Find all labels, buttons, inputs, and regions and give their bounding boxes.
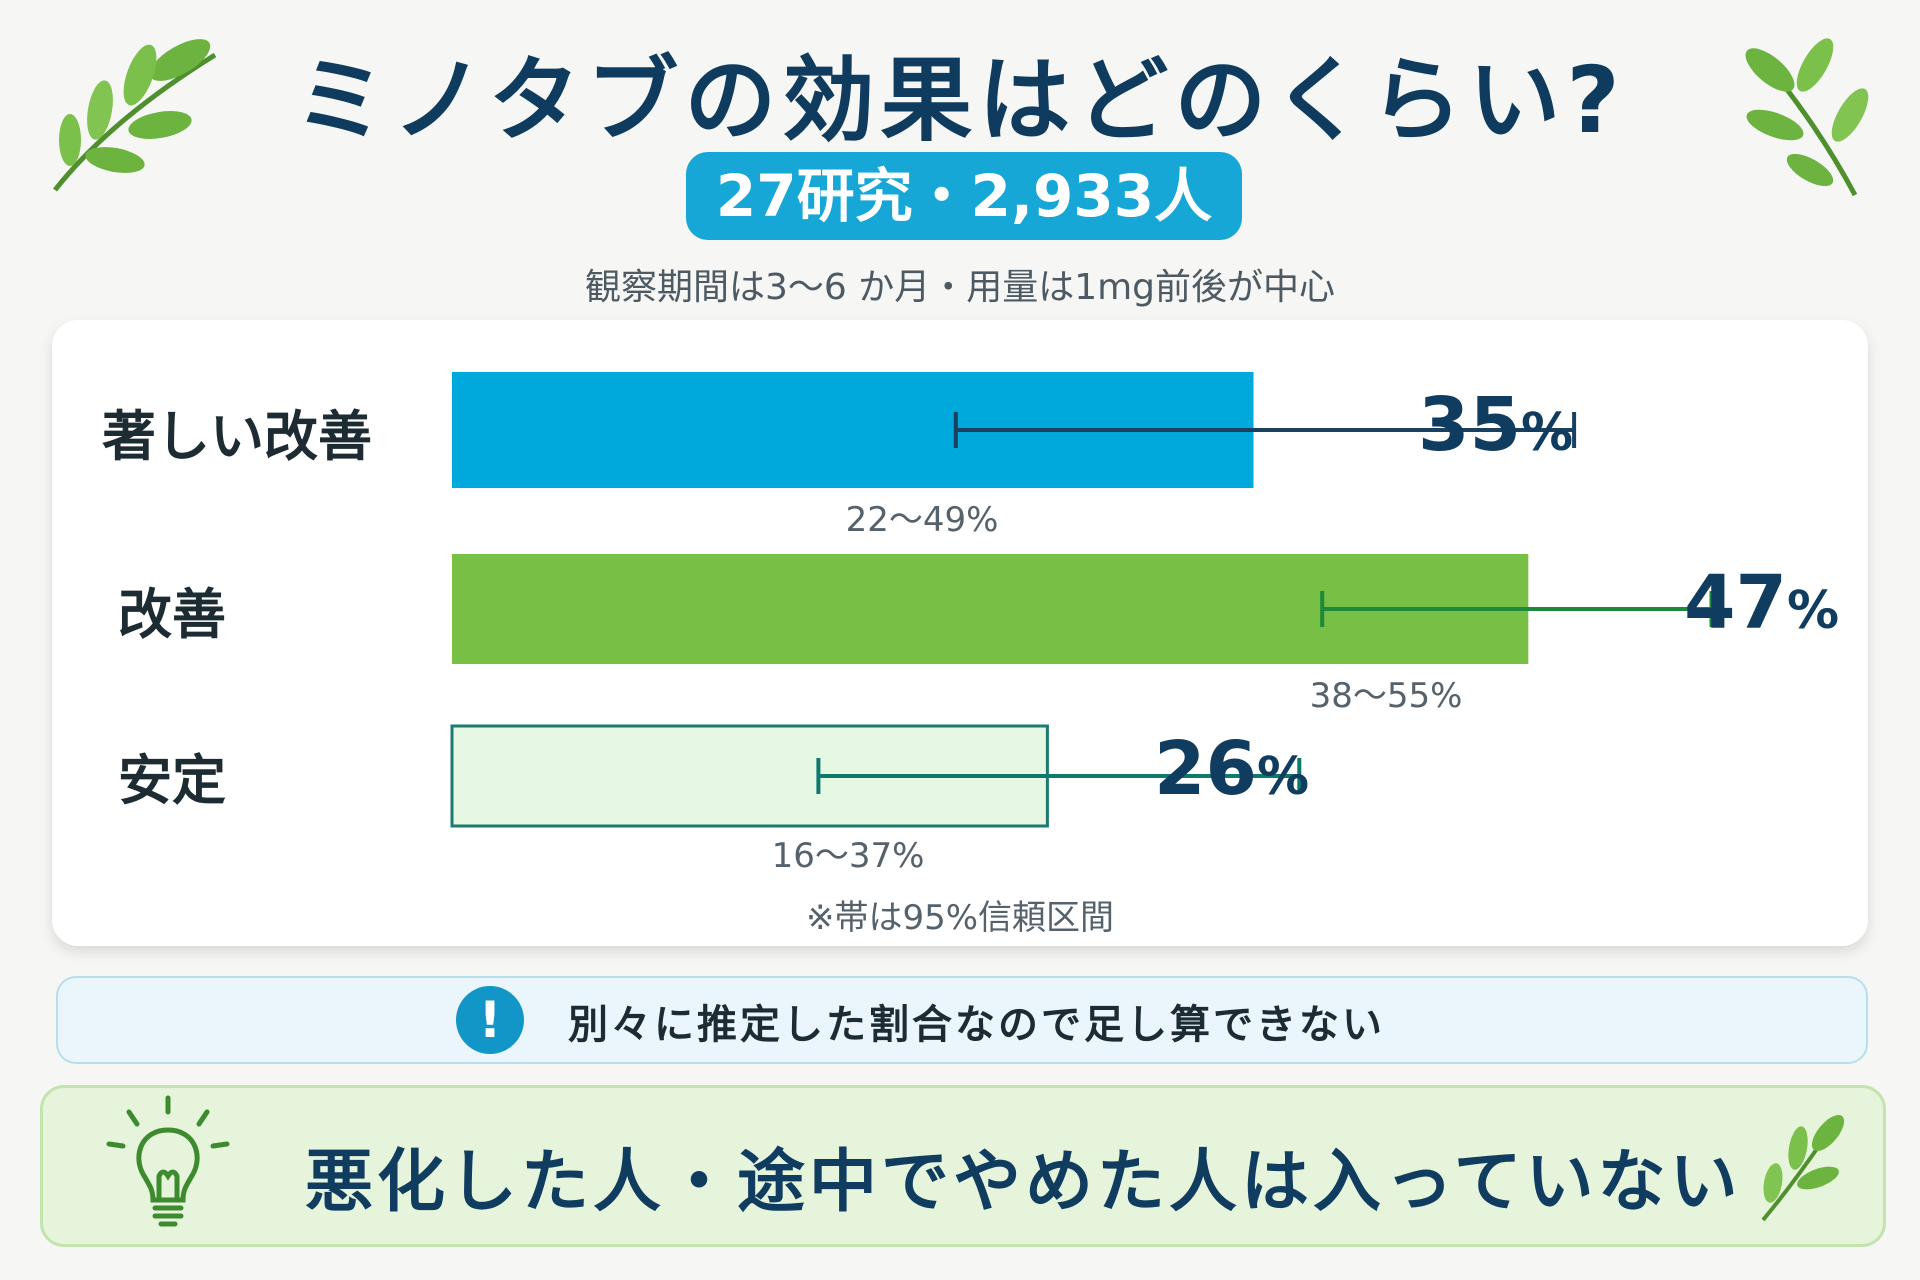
tip-text: 悪化した人・途中でやめた人は入っていない xyxy=(305,1143,1742,1222)
value-label-significant-improvement: 35% xyxy=(1418,382,1573,468)
bar-chart xyxy=(450,372,1714,828)
value-number: 26 xyxy=(1154,726,1257,812)
percent-sign: % xyxy=(1256,747,1310,807)
value-number: 47 xyxy=(1684,560,1787,646)
ci-label-significant-improvement: 22〜49% xyxy=(845,500,999,540)
exclamation-icon: ! xyxy=(456,986,524,1054)
page-subtitle: 観察期間は3〜6 か月・用量は1mg前後が中心 xyxy=(584,267,1336,308)
warning-box: ! 別々に推定した割合なので足し算できない xyxy=(56,976,1868,1064)
ci-label-improvement: 38〜55% xyxy=(1309,676,1463,716)
lightbulb-icon xyxy=(106,1095,230,1227)
errorbar-stable xyxy=(816,758,1302,794)
errorbar-significant-improvement xyxy=(953,412,1577,448)
errorbar-improvement xyxy=(1320,591,1714,627)
chart-card: 著しい改善 改善 安定 22〜49% 38〜55% 16〜37% 35% 47%… xyxy=(52,320,1868,946)
tip-box: 悪化した人・途中でやめた人は入っていない xyxy=(40,1085,1886,1247)
row-label-significant-improvement: 著しい改善 xyxy=(102,405,372,468)
chart-note: ※帯は95%信頼区間 xyxy=(805,898,1115,938)
value-label-stable: 26% xyxy=(1154,726,1309,812)
row-label-stable: 安定 xyxy=(118,749,226,812)
percent-sign: % xyxy=(1786,581,1840,641)
leaf-branch-top-right-icon xyxy=(1745,38,1869,197)
row-label-improvement: 改善 xyxy=(118,583,226,646)
study-count-badge: 27研究・2,933人 xyxy=(686,152,1242,240)
ci-label-stable: 16〜37% xyxy=(771,836,925,876)
value-number: 35 xyxy=(1418,382,1521,468)
page-title: ミノタブの効果はどのくらい? xyxy=(294,47,1626,154)
value-label-improvement: 47% xyxy=(1684,560,1839,646)
leaf-branch-top-left-icon xyxy=(53,39,217,192)
percent-sign: % xyxy=(1520,403,1574,463)
warning-text: 別々に推定した割合なので足し算できない xyxy=(568,1002,1385,1048)
leaf-branch-bottom-right-icon xyxy=(1761,1114,1845,1222)
